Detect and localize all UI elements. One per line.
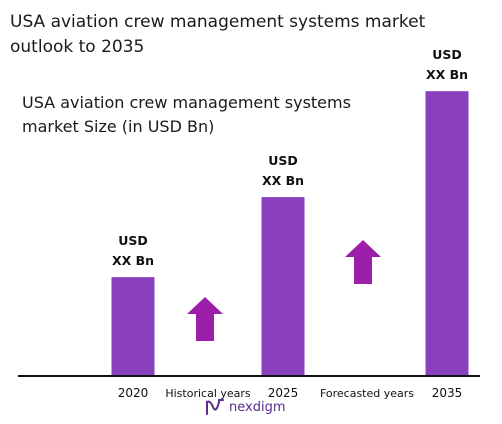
value-label-2020: USD XX Bn <box>112 233 154 268</box>
chart-title: USA aviation crew management systems mark… <box>22 93 351 136</box>
x-tick-label-2035: 2035 <box>432 386 463 400</box>
nexdigm-logo-icon <box>206 399 224 415</box>
period-label-forecasted: Forecasted years <box>320 387 414 400</box>
bar-2035 <box>425 91 469 376</box>
bar-2020 <box>111 277 155 376</box>
value-label-2035: USD XX Bn <box>426 47 468 82</box>
brand-logo: nexdigm <box>205 398 285 416</box>
bar-2025 <box>261 197 305 376</box>
value-label-2025: USD XX Bn <box>262 153 304 188</box>
x-tick-label-2025: 2025 <box>268 386 299 400</box>
brand-name: nexdigm <box>229 399 286 415</box>
page-title: USA aviation crew management systems mar… <box>10 12 426 57</box>
period-label-historical: Historical years <box>165 387 251 400</box>
x-tick-label-2020: 2020 <box>118 386 149 400</box>
up-arrow-icon <box>345 240 381 284</box>
up-arrow-icon <box>187 297 223 341</box>
